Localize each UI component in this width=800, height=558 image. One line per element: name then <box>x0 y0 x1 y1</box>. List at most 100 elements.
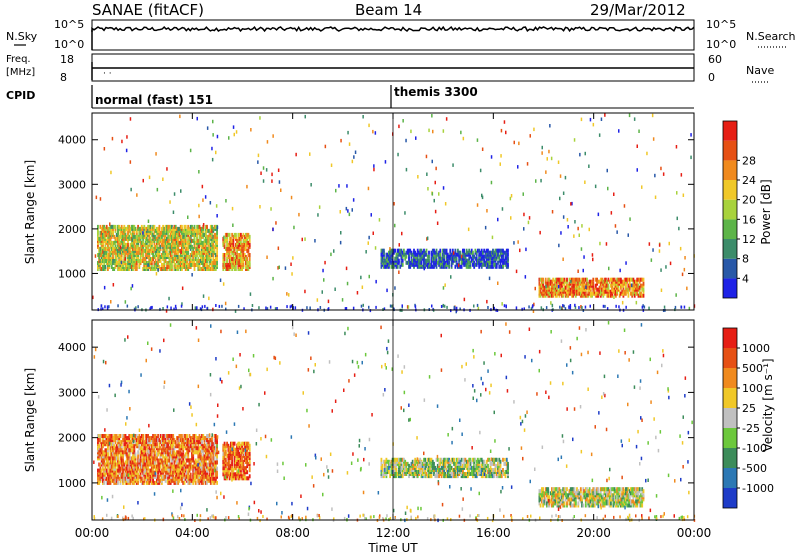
heatmap-cell <box>523 192 525 196</box>
heatmap-cell <box>504 120 506 124</box>
heatmap-cell <box>142 434 144 438</box>
heatmap-cell <box>190 473 192 477</box>
heatmap-cell <box>584 181 586 185</box>
heatmap-cell <box>109 222 111 226</box>
heatmap-cell <box>565 176 567 180</box>
heatmap-cell <box>174 192 176 196</box>
heatmap-cell <box>545 285 547 289</box>
heatmap-cell <box>291 196 293 200</box>
heatmap-cell <box>686 287 688 291</box>
heatmap-cell <box>245 257 247 261</box>
heatmap-cell <box>112 255 114 259</box>
heatmap-cell <box>577 227 579 231</box>
heatmap-cell <box>460 251 462 255</box>
heatmap-cell <box>616 230 618 234</box>
heatmap-cell <box>505 305 507 308</box>
heatmap-cell <box>443 255 445 259</box>
heatmap-cell <box>563 305 565 308</box>
heatmap-cell <box>559 306 561 309</box>
heatmap-cell <box>103 481 105 485</box>
cpid-mode-1: normal (fast) 151 <box>95 93 213 107</box>
colorbar-tick-label: 16 <box>742 213 756 226</box>
heatmap-cell <box>104 286 106 290</box>
heatmap-cell <box>585 152 587 156</box>
heatmap-cell <box>678 227 680 231</box>
heatmap-cell <box>319 205 321 209</box>
freq-dots: · · <box>103 69 112 79</box>
heatmap-cell <box>238 305 240 308</box>
heatmap-cell <box>232 207 234 211</box>
heatmap-cell <box>431 305 433 308</box>
heatmap-cell <box>373 232 375 236</box>
heatmap-cell <box>500 154 502 158</box>
heatmap-cell <box>567 225 569 229</box>
heatmap-cell <box>390 305 392 308</box>
heatmap-cell <box>280 189 282 193</box>
heatmap-cell <box>548 150 550 154</box>
heatmap-cell <box>347 131 349 135</box>
freq-unit: [MHz] <box>6 67 35 78</box>
heatmap-cell <box>156 263 158 267</box>
heatmap-cell <box>226 265 228 269</box>
heatmap-cell <box>250 292 252 296</box>
colorbar-segment <box>723 160 737 180</box>
heatmap-cell <box>141 477 143 481</box>
heatmap-cell <box>249 239 251 243</box>
heatmap-cell <box>181 225 183 229</box>
heatmap-cell <box>352 160 354 164</box>
heatmap-cell <box>684 268 686 272</box>
heatmap-cell <box>593 123 595 127</box>
heatmap-cell <box>125 300 127 304</box>
heatmap-cell <box>157 434 159 438</box>
heatmap-cell <box>291 272 293 276</box>
heatmap-cell <box>643 294 645 298</box>
heatmap-cell <box>403 249 405 253</box>
heatmap-cell <box>373 164 375 168</box>
heatmap-cell <box>636 301 638 305</box>
heatmap-cell <box>338 184 340 188</box>
heatmap-cell <box>143 179 145 183</box>
heatmap-cell <box>637 168 639 172</box>
heatmap-cell <box>229 233 231 237</box>
heatmap-cell <box>155 152 157 156</box>
heatmap-cell <box>225 458 227 462</box>
heatmap-cell <box>436 265 438 269</box>
heatmap-cell <box>235 252 237 256</box>
heatmap-cell <box>460 131 462 135</box>
heatmap-cell <box>654 174 656 178</box>
heatmap-cell <box>438 192 440 196</box>
heatmap-cell <box>235 233 237 237</box>
heatmap-cell <box>102 250 104 254</box>
heatmap-cell <box>120 434 122 438</box>
heatmap-cell <box>166 167 168 171</box>
heatmap-cell <box>648 307 650 310</box>
heatmap-cell <box>556 284 558 288</box>
heatmap-cell <box>428 251 430 255</box>
heatmap-cell <box>528 305 530 308</box>
nave-tick-bottom: 0 <box>708 71 715 84</box>
heatmap-cell <box>290 263 292 267</box>
heatmap-cell <box>573 234 575 238</box>
heatmap-cell <box>504 304 506 307</box>
heatmap-cell <box>105 265 107 269</box>
heatmap-cell <box>394 286 396 290</box>
heatmap-cell <box>578 306 580 309</box>
heatmap-cell <box>397 153 399 157</box>
heatmap-cell <box>402 263 404 267</box>
heatmap-cell <box>592 258 594 262</box>
heatmap-cell <box>180 189 182 193</box>
heatmap-cell <box>298 213 300 217</box>
heatmap-cell <box>168 297 170 301</box>
heatmap-cell <box>581 118 583 122</box>
heatmap-cell <box>232 224 234 228</box>
heatmap-cell <box>618 305 620 308</box>
heatmap-cell <box>340 139 342 143</box>
heatmap-cell <box>293 226 295 230</box>
heatmap-cell <box>340 231 342 235</box>
heatmap-cell <box>279 266 281 270</box>
heatmap-cell <box>628 233 630 237</box>
heatmap-cell <box>625 306 627 309</box>
power-ylabel: Slant Range [km] <box>23 160 37 264</box>
heatmap-cell <box>500 162 502 166</box>
